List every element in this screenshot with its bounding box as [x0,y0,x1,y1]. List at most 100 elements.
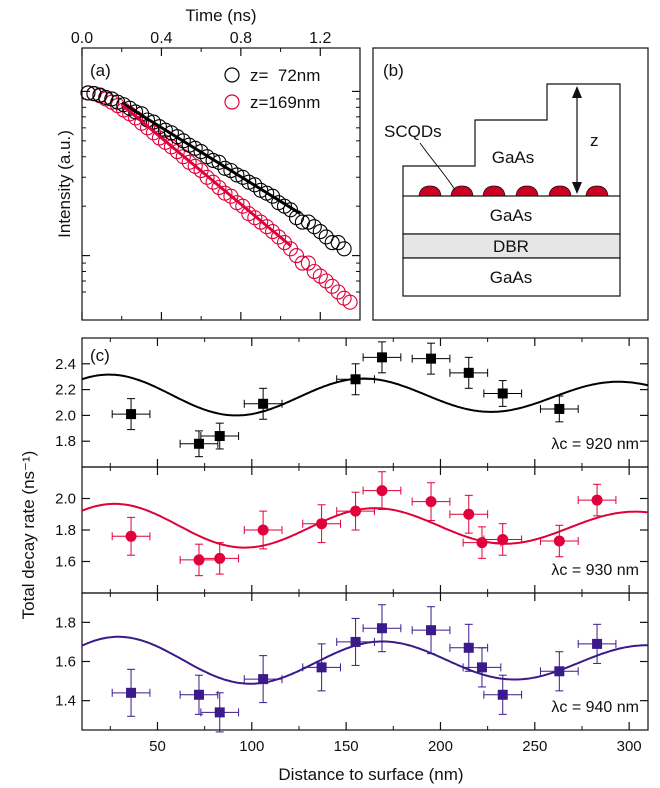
data-point [497,533,509,545]
panel-a-data-point-s2 [139,120,156,136]
y-tick-label: 2.0 [55,407,76,424]
panel-a-x-ticks: 0.0 0.4 0.8 1.2 [71,30,332,320]
panel-a-data-point-s2 [306,263,322,280]
data-point [376,623,387,634]
panel-a-data-point-s2 [271,229,287,245]
scqds-label: SCQDs [384,122,442,141]
panel-a-data-point-s1 [235,169,251,185]
panel-a-data-point-s1 [205,152,221,168]
panel-a-data-point-s2 [318,273,334,289]
model-curve [81,502,649,549]
panel-a-x-axis-title: Time (ns) [185,6,256,25]
data-point [316,518,328,530]
panel-c-x-tick-label: 150 [334,738,359,755]
model-curve [81,373,649,417]
dbr-label: DBR [493,237,529,256]
quantum-dot [548,185,572,197]
panel-c-x-tick-label: 200 [428,738,453,755]
panel-a-legend: z= 72nm z=169nm [224,66,320,112]
y-tick-label: 2.0 [55,491,76,508]
panel-a-data-point-s1 [145,114,162,130]
panel-c: (c) Total decay rate (ns⁻¹) Distance to … [19,337,649,784]
data-point [214,431,225,442]
gaas-mid-layer [402,195,621,235]
data-point [350,505,362,517]
panel-a-data-point-s2 [300,255,316,271]
panel-a-data-point-s1 [300,214,316,230]
panel-b-label: (b) [383,61,404,80]
panel-a-data-point-s2 [324,278,340,294]
panel-a-data-point-s1 [80,85,96,101]
data-point [425,496,437,508]
gaas-bottom-layer [402,257,621,297]
panel-a-data-point-s2 [276,235,293,251]
panel-a-x-tick-label: 0.4 [150,30,172,47]
dbr-layer [402,233,621,259]
gaas-top-label: GaAs [492,148,535,167]
legend-label-series-2: z=169nm [250,93,320,112]
panel-a-data-point-s1 [217,160,233,176]
data-point [258,674,269,685]
panel-a-data-point-s1 [86,86,102,102]
panel-c-x-tick-label: 50 [149,738,166,755]
gaas-mid-label: GaAs [490,206,533,225]
data-point [125,530,137,542]
panel-a-data-point-s1 [336,241,352,257]
gaas-bottom-label: GaAs [490,268,533,287]
panel-a-x-tick-label: 0.0 [71,30,93,47]
data-point [554,666,565,677]
quantum-dot [450,185,474,197]
panel-c-y-axis-title: Total decay rate (ns⁻¹) [19,451,38,620]
y-tick-label: 2.4 [55,356,76,373]
data-point [214,707,225,718]
panel-c-subplot-1: 1.8 2.0 2.2 2.4 λc = 920 nm [55,337,649,468]
data-point [316,662,327,673]
legend-label-series-1: z= 72nm [250,66,320,85]
panel-c-label: (c) [90,346,110,365]
panel-a-x-tick-label: 1.2 [309,30,331,47]
panel-a-fit-line-s1 [120,101,302,215]
panel-a-data-point-s2 [235,198,251,214]
data-point [426,353,437,364]
panel-a-data-point-s1 [193,144,209,160]
gaas-cap-layer [402,83,621,196]
data-point [592,638,603,649]
z-arrow-head-bottom [572,182,582,194]
panel-a-data-point-s2 [265,224,281,240]
panel-a-data-point-s2 [288,248,305,264]
panel-a-data-point-s2 [294,255,310,271]
wavelength-annotation: λc = 940 nm [551,699,639,716]
data-point [376,485,388,497]
panel-a-data-point-s1 [211,154,227,170]
data-point [193,689,204,700]
data-point [463,508,475,520]
data-point [463,367,474,378]
panel-a: (a) Time (ns) Intensity (a.u.) 0.0 0.4 0.8… [55,6,361,321]
wavelength-annotation: λc = 920 nm [551,436,639,453]
data-point [497,689,508,700]
panel-a-data-point-s2 [247,210,263,226]
panel-a-data-point-s2 [342,294,358,310]
data-point [376,352,387,363]
data-point [126,687,137,698]
data-point [497,388,508,399]
y-tick-label: 2.2 [55,382,76,399]
panel-a-fit-line-s2 [120,103,292,247]
panel-a-data-point-s2 [145,125,162,141]
panel-a-data-point-s1 [318,229,334,245]
panel-a-y-ticks [82,90,360,293]
y-tick-label: 1.8 [55,433,76,450]
data-point [476,537,488,549]
panel-c-x-tick-label: 250 [522,738,547,755]
panel-a-markers [80,85,358,310]
panel-a-data-point-s2 [330,284,346,300]
z-label: z [590,131,599,150]
panel-a-data-point-s2 [205,174,221,190]
panel-a-data-point-s1 [282,202,299,218]
panel-a-data-point-s2 [259,219,275,235]
panel-a-x-tick-label: 0.8 [230,30,252,47]
data-point [350,374,361,385]
quantum-dot [585,185,609,197]
panel-b-frame [372,47,649,321]
